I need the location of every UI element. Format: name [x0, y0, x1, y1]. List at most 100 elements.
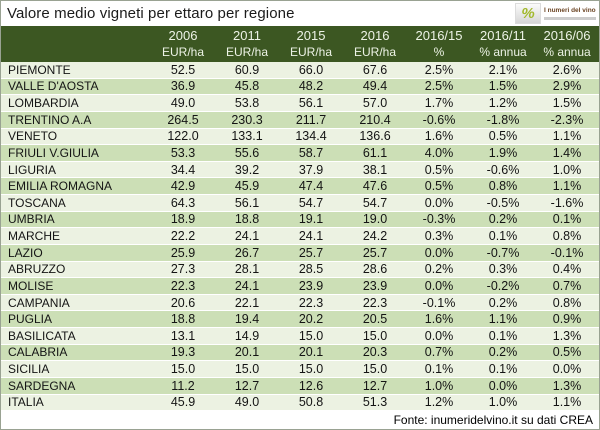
value-cell: 2.9% [552, 79, 582, 94]
value-cell: 15.0 [298, 362, 324, 377]
table-row: BASILICATA 13.1 14.9 15.0 15.0 0.0% 0.1% 1.3% [1, 328, 599, 345]
value-cell: 26.7 [234, 245, 260, 260]
value-cell: 56.1 [234, 195, 260, 210]
column-header-year: 2016 [360, 27, 390, 43]
value-cell: 0.1% [488, 229, 518, 244]
value-cell: 15.0 [362, 328, 388, 343]
region-name-cell: SICILIA [8, 362, 50, 377]
value-cell: 13.1 [170, 328, 196, 343]
value-cell: 52.5 [170, 62, 196, 77]
column-header-unit: % annua [479, 44, 527, 59]
value-cell: 57.0 [362, 96, 388, 111]
value-cell: 0.9% [552, 312, 582, 327]
table-row: LIGURIA 34.4 39.2 37.9 38.1 0.5% -0.6% 1.0% [1, 161, 599, 179]
region-name-cell: FRIULI V.GIULIA [8, 145, 99, 160]
value-cell: 1.2% [424, 395, 454, 410]
value-cell: 39.2 [234, 162, 260, 177]
region-name-cell: ITALIA [8, 395, 44, 410]
value-cell: 0.8% [488, 179, 518, 194]
value-cell: 18.8 [170, 312, 196, 327]
value-cell: 64.3 [170, 195, 196, 210]
value-cell: 24.1 [298, 229, 324, 244]
table-row: CAMPANIA 20.6 22.1 22.3 22.3 -0.1% 0.2% 0.8% [1, 294, 599, 312]
value-cell: 12.6 [298, 378, 324, 393]
value-cell: 54.7 [298, 195, 324, 210]
value-cell: 0.0% [424, 195, 454, 210]
value-cell: 23.9 [298, 278, 324, 293]
value-cell: 47.4 [298, 179, 324, 194]
value-cell: 136.6 [359, 129, 391, 144]
region-name-cell: LIGURIA [8, 162, 57, 177]
table-header-row: 2006 EUR/ha 2011 EUR/ha 2015 EUR/ha 2016 EUR/ha… [1, 26, 599, 62]
column-header: 2016/11% annua [471, 26, 535, 62]
value-cell: 264.5 [167, 112, 199, 127]
column-header-unit: EUR/ha [225, 44, 269, 59]
value-cell: 18.8 [234, 212, 260, 227]
region-name-cell: CALABRIA [8, 345, 68, 360]
table-row: TRENTINO A.A 264.5 230.3 211.7 210.4 -0.6% -1.… [1, 111, 599, 129]
value-cell: 36.9 [170, 79, 196, 94]
value-cell: 53.3 [170, 145, 196, 160]
source-note: Fonte: inumeridelvino.it su dati CREA [393, 412, 593, 427]
column-header-year: 2006 [168, 27, 198, 43]
column-header-year: 2016/11 [479, 27, 527, 43]
value-cell: 19.4 [234, 312, 260, 327]
region-name-cell: SARDEGNA [8, 378, 76, 393]
value-cell: 210.4 [359, 112, 391, 127]
value-cell: 20.1 [234, 345, 260, 360]
value-cell: 18.9 [170, 212, 196, 227]
value-cell: 15.0 [298, 328, 324, 343]
column-header: 2006 EUR/ha [151, 26, 215, 62]
value-cell: 1.5% [488, 79, 518, 94]
column-header-year: 2015 [296, 27, 326, 43]
value-cell: 12.7 [234, 378, 260, 393]
value-cell: 20.5 [362, 312, 388, 327]
region-name-cell: LOMBARDIA [8, 96, 79, 111]
value-cell: 20.6 [170, 295, 196, 310]
value-cell: 2.6% [552, 62, 582, 77]
column-header-year: 2016/06 [543, 27, 591, 43]
value-cell: 0.2% [488, 345, 518, 360]
value-cell: 0.5% [488, 129, 518, 144]
table-row: CALABRIA 19.3 20.1 20.1 20.3 0.7% 0.2% 0.5% [1, 344, 599, 362]
value-cell: 25.7 [298, 245, 324, 260]
value-cell: 20.2 [298, 312, 324, 327]
value-cell: 56.1 [298, 96, 324, 111]
region-name-cell: MARCHE [8, 229, 61, 244]
column-header: 2016/06% annua [535, 26, 599, 62]
value-cell: 0.8% [552, 295, 582, 310]
value-cell: 54.7 [362, 195, 388, 210]
value-cell: 0.1% [488, 328, 518, 343]
region-name-cell: PUGLIA [8, 312, 53, 327]
value-cell: 0.7% [552, 278, 582, 293]
value-cell: 2.5% [424, 79, 454, 94]
value-cell: -0.7% [486, 245, 520, 260]
column-header: 2015 EUR/ha [279, 26, 343, 62]
column-header-year: 2011 [233, 27, 261, 43]
value-cell: 28.5 [298, 262, 324, 277]
value-cell: 0.3% [488, 262, 518, 277]
value-cell: 28.1 [234, 262, 260, 277]
value-cell: 22.3 [170, 278, 196, 293]
value-cell: 49.4 [362, 79, 388, 94]
value-cell: 37.9 [298, 162, 324, 177]
column-header-unit: % [433, 44, 445, 59]
table-row: TOSCANA 64.3 56.1 54.7 54.7 0.0% -0.5% -1.6% [1, 195, 599, 212]
table-row: FRIULI V.GIULIA 53.3 55.6 58.7 61.1 4.0% 1.9% 1… [1, 145, 599, 162]
value-cell: 19.1 [298, 212, 324, 227]
value-cell: 11.2 [171, 378, 195, 393]
column-header: 2011 EUR/ha [215, 26, 279, 62]
column-header-year: 2016/15 [415, 27, 463, 43]
column-header: 2016/15% [407, 26, 471, 62]
region-name-cell: LAZIO [8, 245, 43, 260]
value-cell: 61.1 [362, 145, 388, 160]
value-cell: 22.3 [362, 295, 388, 310]
region-name-cell: MOLISE [8, 278, 54, 293]
region-name-cell: VENETO [8, 129, 58, 144]
value-cell: 48.2 [298, 79, 324, 94]
value-cell: 1.3% [552, 378, 582, 393]
table-row: UMBRIA 18.9 18.8 19.1 19.0 -0.3% 0.2% 0.1% [1, 211, 599, 229]
site-logo: % I numeri del vino [515, 3, 596, 24]
value-cell: 1.4% [552, 145, 582, 160]
